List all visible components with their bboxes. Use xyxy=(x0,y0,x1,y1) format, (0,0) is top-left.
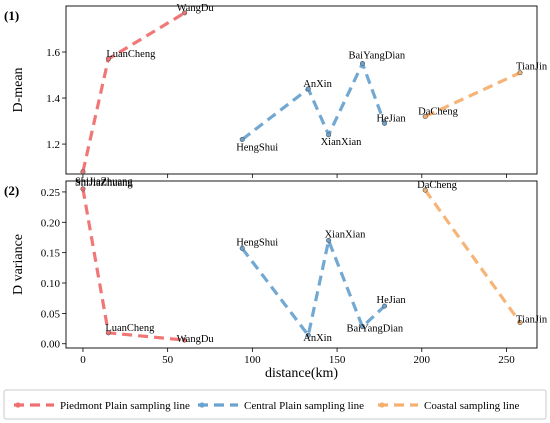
y-tick-label: 0.15 xyxy=(41,248,61,260)
y-tick-label: 1.2 xyxy=(46,139,60,151)
x-tick-label: 150 xyxy=(329,354,346,366)
x-tick-label: 0 xyxy=(80,354,86,366)
point-label-shijiazhuang: ShiJiaZhuang xyxy=(75,178,133,189)
y-tick-label: 0.00 xyxy=(41,339,61,351)
y-tick-label: 0.25 xyxy=(41,187,61,199)
point-label-luancheng: LuanCheng xyxy=(105,323,155,334)
point-label-xianxian: XianXian xyxy=(321,137,363,148)
point-label-hengshui: HengShui xyxy=(236,237,278,248)
y-tick-label: 0.20 xyxy=(41,217,61,229)
x-tick-label: 50 xyxy=(162,354,174,366)
x-tick-label: 100 xyxy=(244,354,261,366)
panel-2-variance: 0.00 0.05 0.10 0.15 0.20 0.25 0 50 100 150 200 250 D… xyxy=(4,178,548,366)
y-tick-label: 1.6 xyxy=(46,47,60,59)
legend-label-piedmont-plain-sampling-line: Piedmont Plain sampling line xyxy=(60,400,190,412)
point-label-anxin: AnXin xyxy=(303,333,332,344)
series-line-piedmont-plain-sampling-line xyxy=(83,189,185,340)
legend-marker-coastal-sampling-line xyxy=(379,402,384,407)
point-label-dacheng: DaCheng xyxy=(418,106,458,117)
point-label-wangdu: WangDu xyxy=(177,334,215,345)
legend-label-central-plain-sampling-line: Central Plain sampling line xyxy=(244,400,364,412)
point-label-baiyangdian: BaiYangDian xyxy=(346,324,403,335)
point-label-luancheng: LuanCheng xyxy=(106,49,156,60)
legend-label-coastal-sampling-line: Coastal sampling line xyxy=(424,400,519,412)
series-line-piedmont-plain-sampling-line xyxy=(83,13,185,172)
data-point-baiyangdian xyxy=(360,61,364,65)
legend: Piedmont Plain sampling line Central Plai… xyxy=(4,390,546,419)
panel-label: (1) xyxy=(4,8,19,23)
y-axis-label: D variance xyxy=(11,234,26,295)
panel-label: (2) xyxy=(4,183,19,198)
point-label-tianjin: TianJin xyxy=(516,62,548,73)
x-tick-label: 250 xyxy=(498,354,515,366)
data-point-shijiazhuang xyxy=(81,169,85,173)
y-tick-label: 1.4 xyxy=(46,93,60,105)
point-label-tianjin: TianJin xyxy=(516,314,548,325)
plot-frame xyxy=(66,6,537,174)
point-label-hejian: HeJian xyxy=(377,295,407,306)
series-line-coastal-sampling-line xyxy=(425,190,520,322)
series-line-central-plain-sampling-line xyxy=(242,64,384,140)
data-point-hengshui xyxy=(240,137,244,141)
series-line-central-plain-sampling-line xyxy=(242,241,384,336)
y-axis-label: D-mean xyxy=(11,67,26,112)
point-label-baiyangdian: BaiYangDian xyxy=(348,51,405,62)
point-label-wangdu: WangDu xyxy=(177,3,215,14)
y-tick-label: 0.10 xyxy=(41,278,61,290)
x-axis-label: distance(km) xyxy=(265,366,338,381)
point-label-hejian: HeJian xyxy=(377,113,407,124)
legend-marker-piedmont-plain-sampling-line xyxy=(15,402,20,407)
legend-marker-central-plain-sampling-line xyxy=(199,402,204,407)
point-label-dacheng: DaCheng xyxy=(417,180,457,191)
y-tick-label: 0.05 xyxy=(41,308,61,320)
point-label-hengshui: HengShui xyxy=(236,142,278,153)
point-label-anxin: AnXin xyxy=(303,79,332,90)
panel-1-mean: 1.2 1.4 1.6 D-mean (1) ShiJiaZhuang LuanCheng W… xyxy=(4,3,548,188)
point-label-xianxian: XianXian xyxy=(325,230,367,241)
x-tick-label: 200 xyxy=(414,354,431,366)
